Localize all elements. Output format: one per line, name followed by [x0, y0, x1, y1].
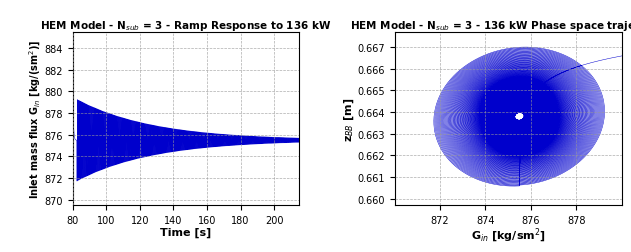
- Title: HEM Model - N$_{sub}$ = 3 - 136 kW Phase space trajectory: HEM Model - N$_{sub}$ = 3 - 136 kW Phase…: [350, 19, 631, 33]
- Y-axis label: z$_{BB}$ [m]: z$_{BB}$ [m]: [343, 97, 356, 141]
- Y-axis label: Inlet mass flux G$_{in}$ [kg/(sm$^2$)]: Inlet mass flux G$_{in}$ [kg/(sm$^2$)]: [28, 40, 43, 198]
- Title: HEM Model - N$_{sub}$ = 3 - Ramp Response to 136 kW: HEM Model - N$_{sub}$ = 3 - Ramp Respons…: [40, 19, 332, 33]
- X-axis label: G$_{in}$ [kg/sm$^2$]: G$_{in}$ [kg/sm$^2$]: [471, 226, 545, 244]
- X-axis label: Time [s]: Time [s]: [160, 226, 211, 237]
